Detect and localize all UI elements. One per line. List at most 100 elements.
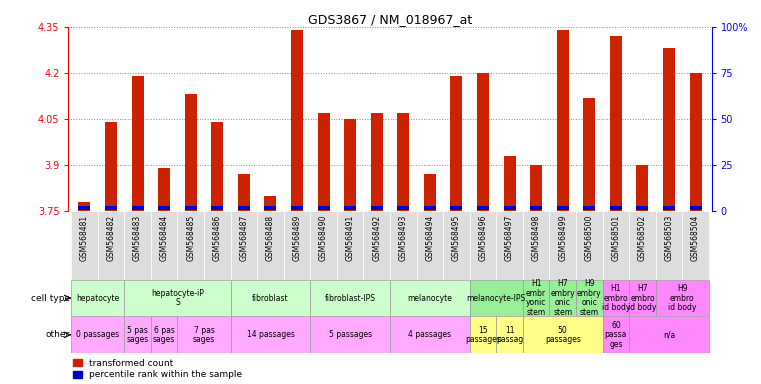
Text: H9
embro
id body: H9 embro id body — [668, 284, 696, 312]
Bar — [549, 211, 576, 280]
Bar — [603, 316, 629, 353]
Bar — [238, 174, 250, 211]
Bar — [78, 202, 91, 211]
Text: GSM568481: GSM568481 — [80, 215, 89, 261]
Text: hepatocyte: hepatocyte — [76, 293, 119, 303]
Text: GSM568504: GSM568504 — [691, 215, 700, 261]
Bar — [390, 211, 416, 280]
Text: GSM568485: GSM568485 — [186, 215, 196, 261]
Bar — [124, 211, 151, 280]
Bar — [576, 211, 603, 280]
Bar — [397, 206, 409, 210]
Bar — [212, 122, 223, 211]
Bar — [584, 98, 595, 211]
Bar — [124, 316, 151, 353]
Bar — [204, 211, 231, 280]
Text: hepatocyte-iP
S: hepatocyte-iP S — [151, 289, 204, 307]
Text: fibroblast: fibroblast — [252, 293, 288, 303]
Bar — [310, 280, 390, 316]
Bar — [603, 211, 629, 280]
Bar — [636, 165, 648, 211]
Text: GSM568483: GSM568483 — [133, 215, 142, 261]
Text: GSM568499: GSM568499 — [559, 215, 567, 261]
Text: 60
passa
ges: 60 passa ges — [605, 321, 627, 349]
Bar — [185, 206, 196, 210]
Text: 5 passages: 5 passages — [329, 330, 371, 339]
Bar — [71, 280, 124, 316]
Bar — [584, 206, 595, 210]
Bar — [523, 280, 549, 316]
Text: 15
passages: 15 passages — [465, 326, 501, 344]
Text: GSM568498: GSM568498 — [532, 215, 540, 261]
Text: GSM568496: GSM568496 — [479, 215, 488, 261]
Bar — [231, 280, 310, 316]
Bar — [523, 211, 549, 280]
Bar — [78, 206, 91, 210]
Bar — [629, 316, 709, 353]
Bar — [71, 211, 97, 280]
Text: GSM568501: GSM568501 — [611, 215, 620, 261]
Bar — [530, 206, 542, 210]
Text: GSM568489: GSM568489 — [292, 215, 301, 261]
Bar — [177, 316, 231, 353]
Text: GSM568484: GSM568484 — [160, 215, 169, 261]
Text: melanocyte: melanocyte — [407, 293, 452, 303]
Bar — [291, 206, 303, 210]
Bar — [337, 211, 364, 280]
Bar — [557, 30, 568, 211]
Bar — [523, 316, 603, 353]
Bar — [689, 73, 702, 211]
Bar — [310, 211, 337, 280]
Text: 50
passages: 50 passages — [545, 326, 581, 344]
Bar — [151, 211, 177, 280]
Bar — [344, 119, 356, 211]
Bar — [663, 206, 675, 210]
Bar — [105, 122, 117, 211]
Text: H7
embry
onic
stem: H7 embry onic stem — [550, 279, 575, 317]
Text: melanocyte-IPS: melanocyte-IPS — [466, 293, 526, 303]
Bar — [656, 211, 683, 280]
Text: H1
embro
id body: H1 embro id body — [602, 284, 630, 312]
Text: 14 passages: 14 passages — [247, 330, 295, 339]
Text: 4 passages: 4 passages — [409, 330, 451, 339]
Text: GSM568500: GSM568500 — [584, 215, 594, 261]
Bar — [636, 206, 648, 210]
Bar — [238, 206, 250, 210]
Bar — [212, 206, 223, 210]
Bar — [603, 280, 629, 316]
Bar — [496, 316, 523, 353]
Bar — [610, 206, 622, 210]
Bar — [231, 211, 257, 280]
Text: other: other — [46, 330, 70, 339]
Text: 0 passages: 0 passages — [76, 330, 119, 339]
Bar — [629, 280, 656, 316]
Text: GSM568495: GSM568495 — [452, 215, 461, 261]
Bar — [504, 156, 515, 211]
Text: GSM568490: GSM568490 — [319, 215, 328, 261]
Bar — [151, 316, 177, 353]
Bar — [390, 280, 470, 316]
Bar — [496, 211, 523, 280]
Text: 5 pas
sages: 5 pas sages — [126, 326, 148, 344]
Bar — [265, 196, 276, 211]
Bar — [656, 280, 709, 316]
Bar — [371, 113, 383, 211]
Bar — [132, 76, 144, 211]
Bar — [397, 113, 409, 211]
Text: GSM568486: GSM568486 — [213, 215, 221, 261]
Bar — [97, 211, 124, 280]
Text: GSM568487: GSM568487 — [240, 215, 248, 261]
Text: GSM568503: GSM568503 — [664, 215, 673, 261]
Bar — [549, 280, 576, 316]
Legend: transformed count, percentile rank within the sample: transformed count, percentile rank withi… — [73, 359, 243, 379]
Bar — [291, 30, 303, 211]
Bar — [629, 211, 656, 280]
Bar — [284, 211, 310, 280]
Bar — [158, 168, 170, 211]
Bar — [185, 94, 196, 211]
Text: GSM568482: GSM568482 — [107, 215, 116, 261]
Bar — [317, 206, 330, 210]
Bar — [231, 316, 310, 353]
Bar — [689, 206, 702, 210]
Bar — [576, 280, 603, 316]
